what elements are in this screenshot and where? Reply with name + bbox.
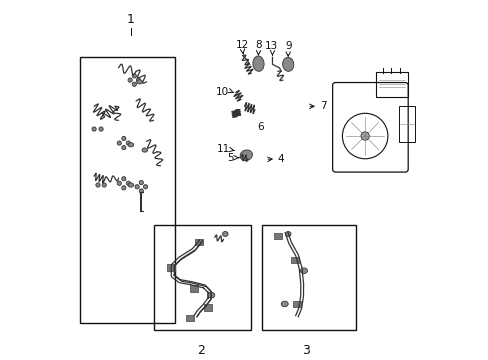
Circle shape [92, 127, 96, 131]
Text: 3: 3 [301, 344, 309, 357]
Text: 11: 11 [216, 144, 229, 154]
Text: 2: 2 [197, 344, 204, 357]
Text: 7: 7 [319, 101, 325, 111]
Circle shape [360, 132, 368, 140]
Text: 8: 8 [255, 40, 261, 50]
Ellipse shape [282, 57, 293, 71]
Circle shape [96, 183, 100, 187]
Ellipse shape [137, 80, 142, 84]
Ellipse shape [142, 148, 147, 152]
FancyBboxPatch shape [203, 304, 211, 311]
FancyBboxPatch shape [189, 285, 197, 292]
Circle shape [122, 177, 126, 181]
Circle shape [135, 185, 139, 189]
Text: 12: 12 [235, 40, 248, 50]
Ellipse shape [285, 231, 290, 237]
Circle shape [143, 185, 147, 189]
Circle shape [128, 78, 132, 82]
Ellipse shape [207, 292, 214, 298]
FancyBboxPatch shape [291, 257, 299, 264]
Text: 13: 13 [264, 41, 278, 51]
Circle shape [126, 181, 130, 185]
Circle shape [99, 127, 103, 131]
FancyBboxPatch shape [194, 239, 203, 246]
Circle shape [102, 183, 106, 187]
Bar [262, 225, 356, 330]
Ellipse shape [281, 301, 287, 307]
Circle shape [139, 180, 143, 185]
FancyBboxPatch shape [292, 301, 300, 307]
Circle shape [139, 189, 143, 193]
Bar [153, 225, 251, 330]
Circle shape [132, 74, 136, 78]
Ellipse shape [240, 150, 252, 161]
Text: 5: 5 [227, 153, 234, 163]
Circle shape [126, 141, 130, 145]
Circle shape [122, 186, 126, 190]
FancyBboxPatch shape [186, 315, 194, 321]
Text: 1: 1 [126, 13, 135, 26]
Text: 4: 4 [277, 154, 284, 164]
Ellipse shape [252, 56, 264, 71]
Text: 9: 9 [285, 41, 291, 51]
Bar [80, 57, 174, 323]
Ellipse shape [222, 231, 227, 237]
Circle shape [122, 136, 126, 141]
Ellipse shape [128, 183, 133, 187]
Circle shape [132, 82, 136, 86]
Ellipse shape [128, 143, 133, 147]
FancyBboxPatch shape [273, 233, 281, 239]
Text: 6: 6 [256, 122, 263, 132]
Ellipse shape [300, 268, 307, 274]
Text: 10: 10 [216, 87, 229, 96]
Circle shape [136, 78, 141, 82]
Circle shape [117, 141, 121, 145]
Circle shape [122, 145, 126, 150]
Circle shape [117, 181, 121, 185]
FancyBboxPatch shape [167, 264, 175, 270]
